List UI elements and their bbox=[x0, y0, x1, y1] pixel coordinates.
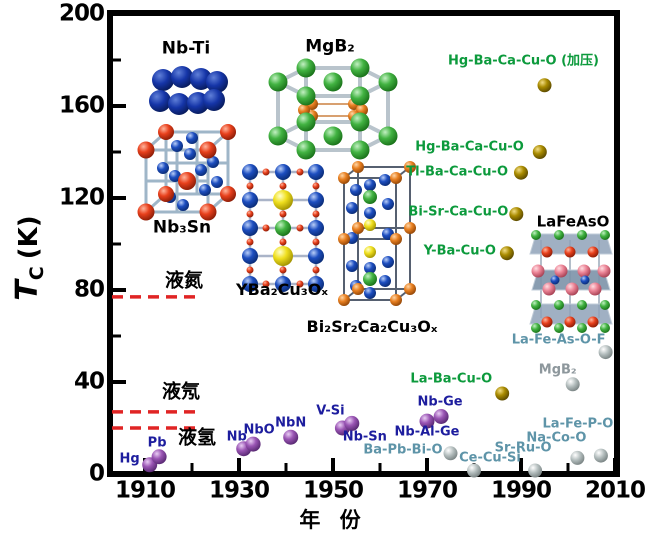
v-si-label: V-Si bbox=[316, 403, 345, 419]
sr-ru-o-point bbox=[528, 463, 543, 478]
hg-ba-ca-cu-o-point bbox=[537, 78, 552, 93]
y-tick-label-80: 80 bbox=[73, 276, 105, 303]
x-axis-title: 年 份 bbox=[299, 508, 367, 532]
mgb-point bbox=[565, 377, 580, 392]
y-axis-title-subscript: C bbox=[26, 266, 48, 281]
ybco-structure-label: YBa₂Cu₃Oₓ bbox=[236, 280, 328, 299]
la-fe-as-o-f-label: La-Fe-As-O-F bbox=[511, 332, 606, 348]
ybco-structure-image bbox=[242, 164, 324, 292]
hg-ba-ca-cu-o-point bbox=[532, 145, 547, 159]
hg-label: Hg bbox=[119, 451, 140, 467]
y-tick-label-40: 40 bbox=[73, 368, 105, 395]
nb-sn-label: Nb-Sn bbox=[342, 429, 387, 445]
mgb2-structure-image bbox=[268, 58, 398, 160]
x-tick-label-1910: 1910 bbox=[114, 477, 176, 504]
data-point-layer bbox=[142, 78, 613, 478]
lafeaso-structure-image bbox=[529, 230, 613, 333]
x-tick-label-1970: 1970 bbox=[396, 477, 458, 504]
tl-ba-ca-cu-o-label: Tl-Ba-Ca-Cu-O bbox=[406, 164, 508, 180]
mgb2-structure-label: MgB₂ bbox=[305, 36, 355, 57]
mgb-label: MgB₂ bbox=[538, 362, 577, 378]
nb-ti-structure-label: Nb-Ti bbox=[161, 38, 211, 59]
la-fe-as-o-f-point bbox=[598, 345, 613, 360]
lafeaso-structure-label: LaFeAsO bbox=[536, 212, 610, 231]
y-axis-title-symbol: T bbox=[10, 280, 45, 301]
y-ba-cu-o-point bbox=[499, 246, 514, 261]
ba-pb-bi-o-label: Ba-Pb-Bi-O bbox=[363, 442, 443, 458]
y-axis-title: TC (K) bbox=[10, 194, 50, 322]
pb-point bbox=[151, 449, 167, 465]
nb-sn-point bbox=[344, 415, 360, 431]
y-tick-label-0: 0 bbox=[88, 460, 105, 487]
nb3sn-structure-image bbox=[137, 124, 236, 221]
y-ba-cu-o-label: Y-Ba-Cu-O bbox=[423, 243, 496, 259]
la-ba-cu-o-point bbox=[495, 386, 510, 401]
y-axis-title-unit: (K) bbox=[14, 215, 44, 260]
nb-al-ge-label: Nb-Al-Ge bbox=[394, 424, 460, 440]
liquid-nitrogen-label: 液氮 bbox=[164, 269, 204, 292]
nb-label: Nb bbox=[226, 429, 247, 445]
nbn-point bbox=[283, 429, 299, 445]
x-tick-label-1950: 1950 bbox=[302, 477, 364, 504]
la-ba-cu-o-label: La-Ba-Cu-O bbox=[410, 371, 493, 386]
nb-al-ge-point bbox=[419, 413, 435, 429]
na-co-o-label: Na-Co-O bbox=[526, 430, 587, 446]
y-tick-label-200: 200 bbox=[58, 0, 105, 27]
nb-ge-point bbox=[433, 409, 449, 424]
nbo-point bbox=[245, 436, 261, 452]
y-tick-label-160: 160 bbox=[58, 92, 105, 119]
y-tick-label-120: 120 bbox=[58, 184, 105, 211]
la-fe-p-o-point bbox=[593, 448, 608, 463]
nbn-label: NbN bbox=[275, 415, 307, 431]
pb-label: Pb bbox=[147, 435, 167, 451]
liquid-neon-label: 液氖 bbox=[161, 380, 201, 403]
tl-ba-ca-cu-o-point bbox=[514, 165, 528, 180]
hg-ba-ca-cu-o-label: Hg-Ba-Ca-Cu-O (加压) bbox=[447, 53, 600, 69]
sr-ru-o-label: Sr-Ru-O bbox=[494, 440, 552, 456]
ce-cu-si-point bbox=[467, 463, 481, 478]
x-tick-label-1930: 1930 bbox=[208, 477, 270, 504]
liquid-hydrogen-label: 液氢 bbox=[177, 426, 217, 449]
la-fe-p-o-label: La-Fe-P-O bbox=[542, 416, 614, 432]
nb-ge-label: Nb-Ge bbox=[417, 394, 463, 409]
ce-cu-si-label: Ce-Cu-Si bbox=[459, 450, 521, 466]
x-tick-label-1990: 1990 bbox=[490, 477, 552, 504]
bscco-structure-label: Bi₂Sr₂Ca₂Cu₃Oₓ bbox=[306, 317, 438, 336]
plot-frame bbox=[107, 10, 620, 477]
bi-sr-ca-cu-o-point bbox=[509, 207, 524, 222]
nb3sn-structure-label: Nb₃Sn bbox=[152, 217, 212, 238]
hg-ba-ca-cu-o-label: Hg-Ba-Ca-Cu-O bbox=[415, 139, 524, 155]
nb-ti-structure-image bbox=[149, 66, 228, 115]
na-co-o-point bbox=[570, 450, 585, 465]
bi-sr-ca-cu-o-label: Bi-Sr-Ca-Cu-O bbox=[408, 204, 509, 220]
x-tick-label-2010: 2010 bbox=[584, 477, 646, 504]
nbo-label: NbO bbox=[243, 422, 275, 438]
ba-pb-bi-o-point bbox=[443, 446, 458, 461]
bscco-structure-image bbox=[338, 161, 416, 306]
